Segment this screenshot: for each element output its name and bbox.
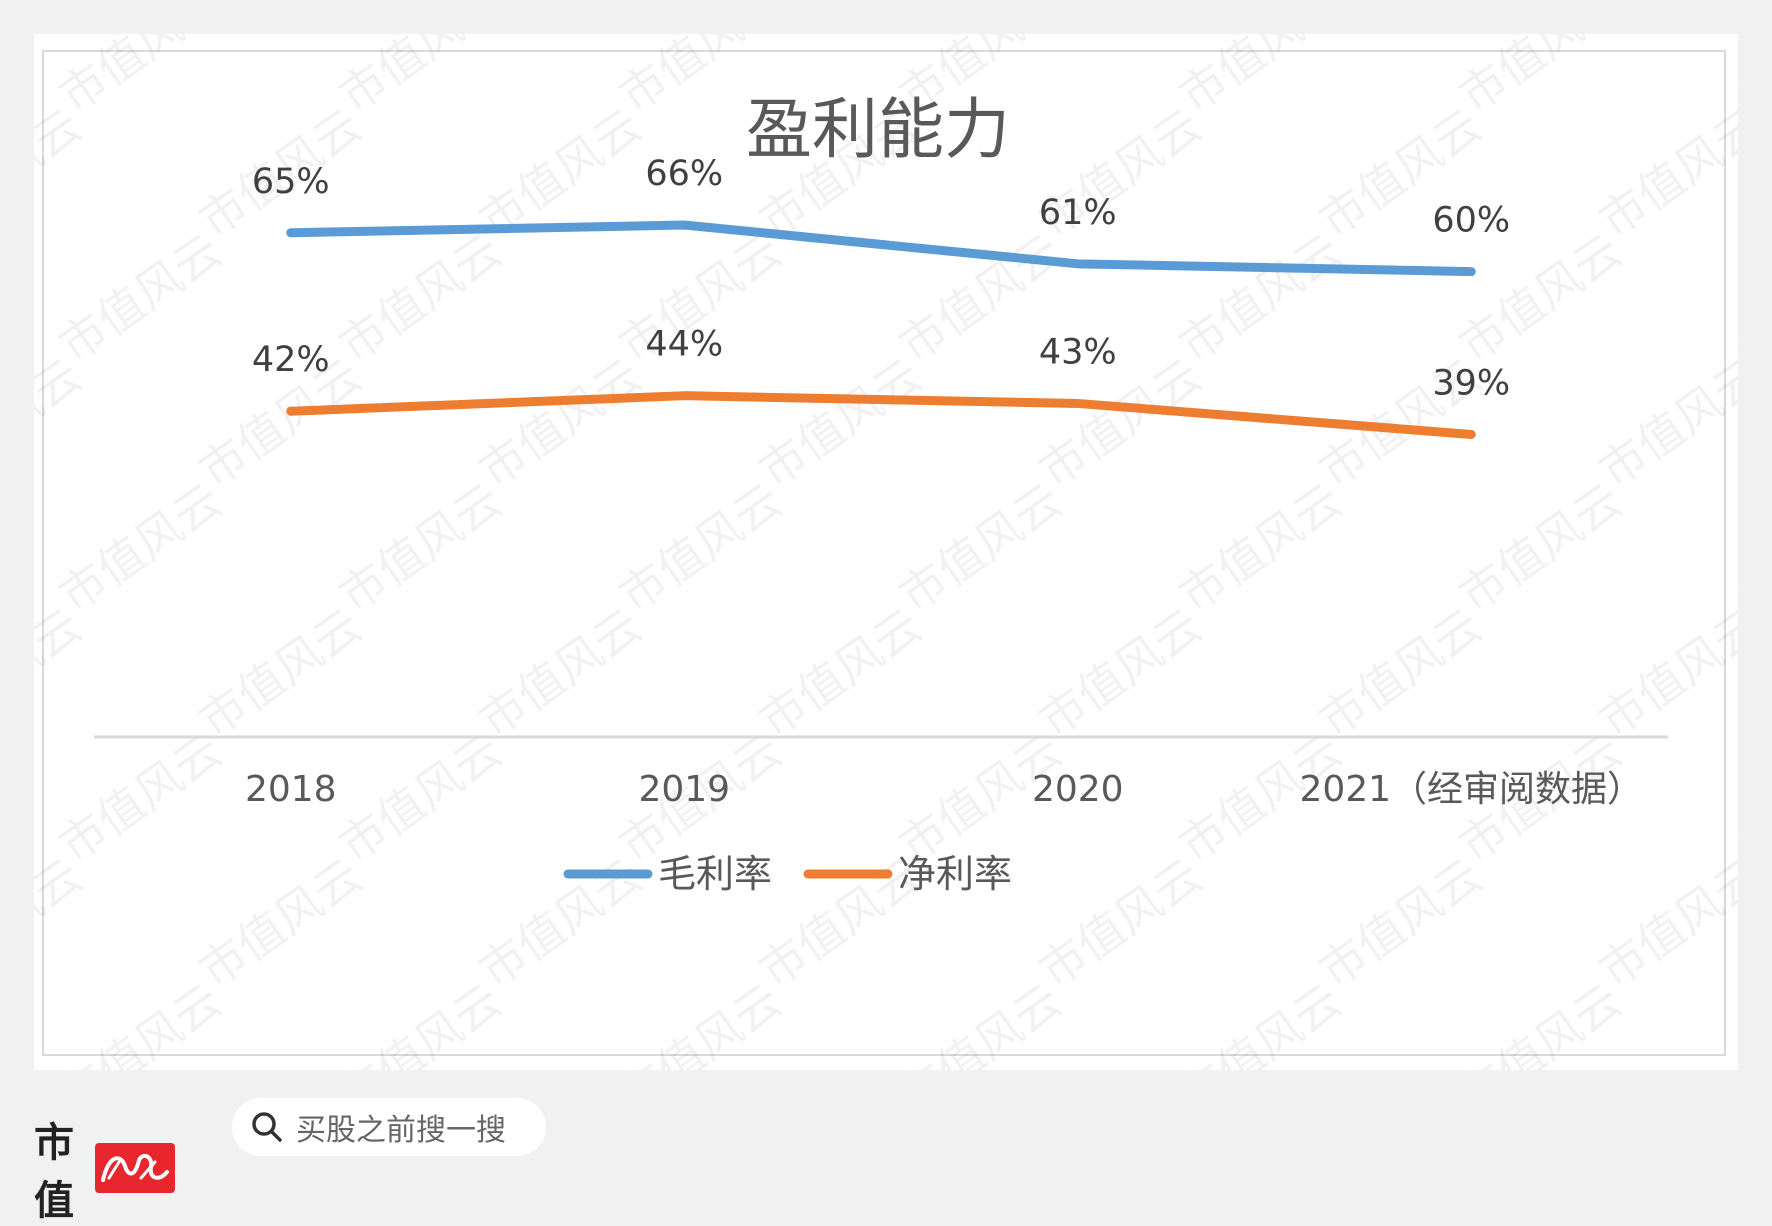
data-label: 66% xyxy=(645,154,723,194)
watermark-text: 市值风云 xyxy=(49,223,231,373)
chart-card: 市值风云市值风云市值风云市值风云市值风云市值风云市值风云市值风云市值风云市值风云… xyxy=(34,34,1738,1070)
watermark-text: 市值风云 xyxy=(329,34,511,123)
watermark-text: 市值风云 xyxy=(49,473,231,623)
watermark-text: 市值风云 xyxy=(49,34,231,123)
data-label: 60% xyxy=(1432,201,1510,241)
x-tick-label: 2019 xyxy=(638,769,730,810)
line-chart: 市值风云市值风云市值风云市值风云市值风云市值风云市值风云市值风云市值风云市值风云… xyxy=(34,34,1738,1070)
watermark-text: 市值风云 xyxy=(1589,848,1738,998)
watermark-text: 市值风云 xyxy=(889,473,1071,623)
watermark-text: 市值风云 xyxy=(1589,348,1738,498)
watermark-text: 市值风云 xyxy=(1449,473,1631,623)
watermark-text: 市值风云 xyxy=(1169,473,1351,623)
watermark-text: 市值风云 xyxy=(1589,98,1738,248)
watermark-text: 市值风云 xyxy=(609,473,791,623)
watermark-text: 市值风云 xyxy=(889,973,1071,1070)
brand-logo-icon xyxy=(95,1143,175,1193)
brand-name: 市值 xyxy=(34,1110,89,1226)
search-box[interactable]: 买股之前搜一搜 xyxy=(232,1098,546,1156)
watermark-text: 市值风云 xyxy=(329,973,511,1070)
search-icon xyxy=(250,1110,284,1144)
watermark-text: 市值风云 xyxy=(1029,598,1211,748)
watermark-text: 市值风云 xyxy=(329,723,511,873)
data-label: 65% xyxy=(252,162,330,202)
watermark-text: 市值风云 xyxy=(749,598,931,748)
watermark-text: 市值风云 xyxy=(609,973,791,1070)
x-tick-label: 2021（经审阅数据） xyxy=(1299,769,1643,810)
watermark-text: 市值风云 xyxy=(1029,848,1211,998)
x-tick-label: 2018 xyxy=(245,769,337,810)
watermark-text: 市值风云 xyxy=(469,348,651,498)
watermark-text: 市值风云 xyxy=(49,723,231,873)
watermark-text: 市值风云 xyxy=(1309,848,1491,998)
watermark-text: 市值风云 xyxy=(189,848,371,998)
chart-title: 盈利能力 xyxy=(746,91,1010,168)
data-label: 61% xyxy=(1039,193,1117,233)
watermark-text: 市值风云 xyxy=(1169,34,1351,123)
search-placeholder: 买股之前搜一搜 xyxy=(296,1105,506,1149)
data-label: 43% xyxy=(1039,332,1117,372)
watermark-text: 市值风云 xyxy=(469,598,651,748)
watermark-text: 市值风云 xyxy=(1309,598,1491,748)
legend-label: 毛利率 xyxy=(658,852,772,896)
x-tick-label: 2020 xyxy=(1032,769,1124,810)
watermark-text: 市值风云 xyxy=(1589,598,1738,748)
watermark-text: 市值风云 xyxy=(1449,973,1631,1070)
watermark-text: 市值风云 xyxy=(1449,34,1631,123)
brand: 市值 xyxy=(34,1110,175,1226)
page: 市值风云市值风云市值风云市值风云市值风云市值风云市值风云市值风云市值风云市值风云… xyxy=(0,0,1772,1189)
data-label: 39% xyxy=(1432,363,1510,403)
watermark-text: 市值风云 xyxy=(189,598,371,748)
data-label: 44% xyxy=(645,325,723,365)
brand-logo-graphic xyxy=(95,1148,175,1188)
watermark-text: 市值风云 xyxy=(1169,973,1351,1070)
watermark-text: 市值风云 xyxy=(49,973,231,1070)
watermark-text: 市值风云 xyxy=(1729,973,1738,1070)
watermark-text: 市值风云 xyxy=(1449,223,1631,373)
watermark-text: 市值风云 xyxy=(1169,223,1351,373)
data-label: 42% xyxy=(252,340,330,380)
watermark-text: 市值风云 xyxy=(329,473,511,623)
watermark-text: 市值风云 xyxy=(749,348,931,498)
legend-label: 净利率 xyxy=(898,852,1012,896)
watermark-text: 市值风云 xyxy=(329,223,511,373)
